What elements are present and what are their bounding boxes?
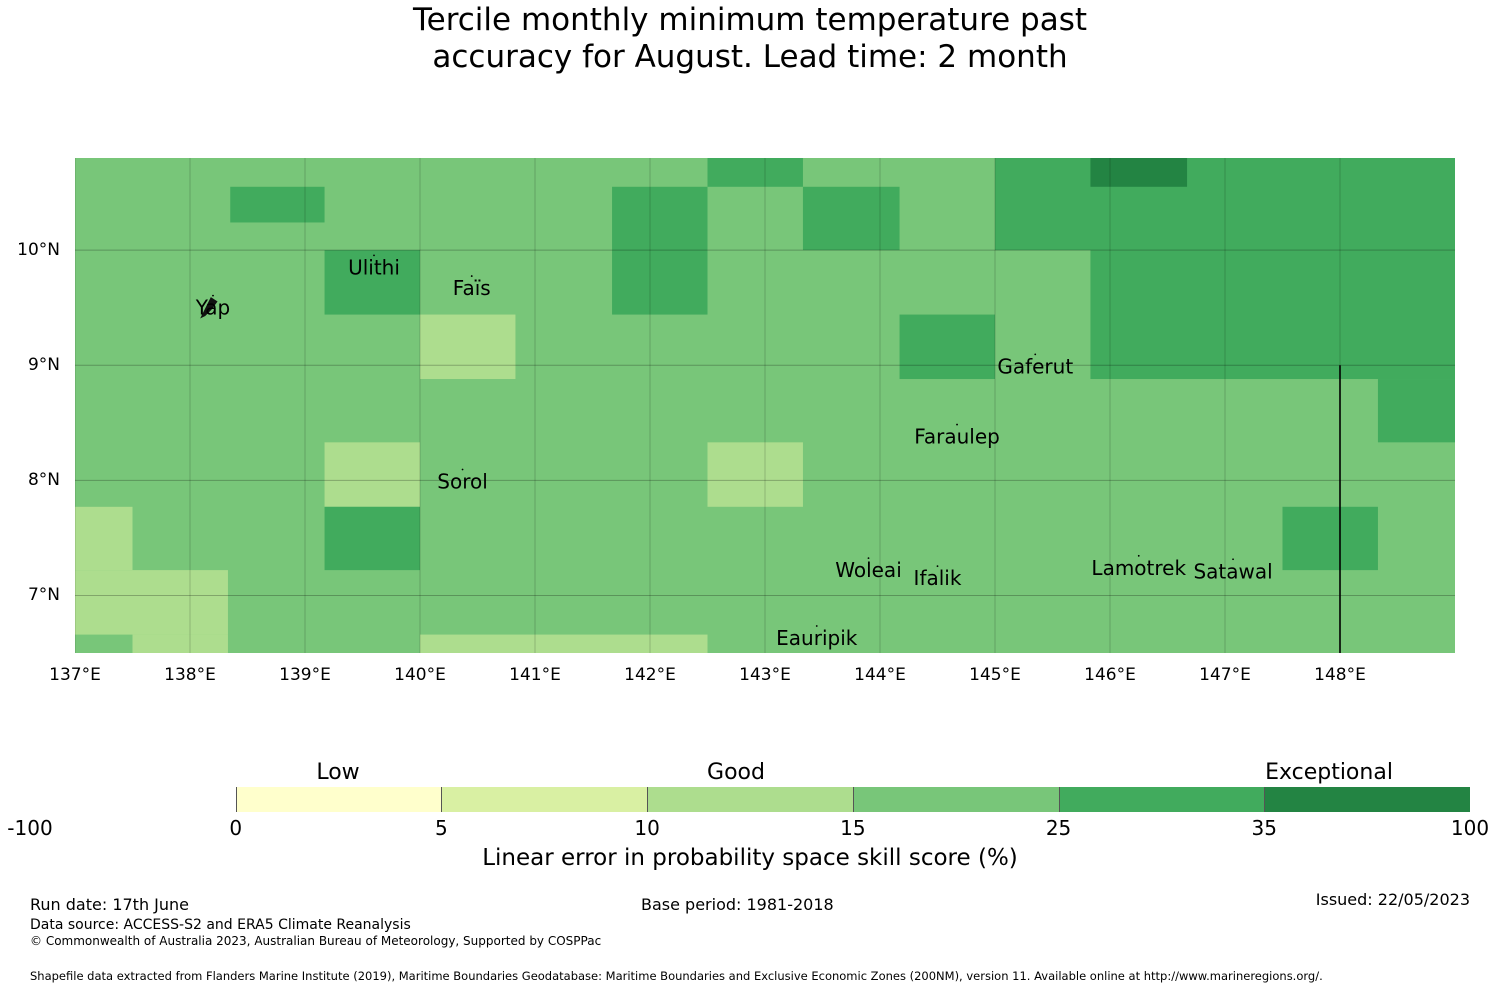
skill-cell xyxy=(612,186,708,315)
skill-cell xyxy=(230,186,325,223)
colorbar-tick-label: 25 xyxy=(1045,816,1072,840)
colorbar-tick-label: 35 xyxy=(1251,816,1278,840)
skill-cell xyxy=(420,314,516,380)
skill-cell xyxy=(75,506,133,571)
run-date: Run date: 17th June xyxy=(30,895,190,914)
island-marker xyxy=(867,557,870,560)
island-marker xyxy=(936,565,939,568)
island-marker xyxy=(815,625,818,627)
colorbar-tick-label: 0 xyxy=(229,816,243,840)
x-tick-label: 147°E xyxy=(1199,665,1251,685)
title-line-1: Tercile monthly minimum temperature past xyxy=(412,2,1088,38)
category-low: Low xyxy=(316,760,360,785)
y-tick-label: 8°N xyxy=(27,470,60,491)
island-label-gaferut: Gaferut xyxy=(997,354,1073,378)
x-tick-label: 144°E xyxy=(854,665,906,685)
colorbar-tick-label: -100 xyxy=(7,816,53,840)
skill-cell xyxy=(1090,250,1455,380)
x-tick-label: 142°E xyxy=(624,665,676,685)
x-tick-label: 138°E xyxy=(164,665,216,685)
island-label-faraulep: Faraulep xyxy=(914,425,1000,449)
island-marker xyxy=(1232,558,1234,561)
category-exceptional: Exceptional xyxy=(1265,760,1393,785)
x-tick-label: 141°E xyxy=(509,665,561,685)
island-label-ulithi: Ulithi xyxy=(348,255,400,279)
island-label-eauripik: Eauripik xyxy=(776,626,858,650)
issued-date: Issued: 22/05/2023 xyxy=(1315,890,1470,909)
colorbar-tick-label: 15 xyxy=(840,816,866,840)
x-tick-label: 137°E xyxy=(49,665,101,685)
base-period: Base period: 1981-2018 xyxy=(641,895,834,914)
colorbar-segment xyxy=(647,787,853,812)
yap-island-shape xyxy=(200,297,218,319)
y-tick-label: 10°N xyxy=(17,240,60,261)
skill-cell xyxy=(420,634,708,653)
skill-cell xyxy=(75,570,228,635)
colorbar-segment xyxy=(30,787,236,812)
island-label-lamotrek: Lamotrek xyxy=(1091,556,1186,580)
island-marker xyxy=(1137,554,1140,557)
island-label-yap: Yap xyxy=(195,296,230,320)
x-tick-label: 145°E xyxy=(969,665,1021,685)
colorbar-tick-label: 5 xyxy=(435,816,448,840)
island-label-fas: Faïs xyxy=(453,276,491,300)
island-marker xyxy=(1034,353,1037,356)
island-marker xyxy=(956,423,958,426)
skill-cell xyxy=(324,442,420,507)
skill-cell xyxy=(1090,158,1188,187)
colorbar-segment xyxy=(235,787,442,812)
island-label-woleai: Woleai xyxy=(835,558,902,582)
skill-cell xyxy=(1377,379,1455,443)
island-marker xyxy=(461,468,464,471)
island-label-satawal: Satawal xyxy=(1193,559,1272,583)
colorbar-tick-label: 100 xyxy=(1450,816,1490,840)
skill-cell xyxy=(132,634,228,653)
skill-cell xyxy=(707,158,803,187)
skill-cell xyxy=(995,158,1455,251)
shapefile-credit: Shapefile data extracted from Flanders M… xyxy=(30,969,1323,983)
colorbar-label: Linear error in probability space skill … xyxy=(482,845,1018,871)
y-tick-label: 9°N xyxy=(27,355,60,376)
title-line-2: accuracy for August. Lead time: 2 month xyxy=(432,39,1068,75)
colorbar-segment xyxy=(1264,787,1470,812)
skill-cell xyxy=(707,442,803,507)
island-label-ifalik: Ifalik xyxy=(914,566,962,590)
island-marker xyxy=(373,254,375,257)
skill-cell xyxy=(1282,506,1378,571)
category-good: Good xyxy=(707,760,765,785)
island-label-sorol: Sorol xyxy=(437,469,488,493)
x-tick-label: 143°E xyxy=(739,665,791,685)
copyright: © Commonwealth of Australia 2023, Austra… xyxy=(30,934,602,948)
island-marker xyxy=(212,294,214,297)
x-tick-label: 148°E xyxy=(1314,665,1366,685)
data-source: Data source: ACCESS-S2 and ERA5 Climate … xyxy=(30,917,411,933)
colorbar-segment xyxy=(1058,787,1265,812)
colorbar-segment xyxy=(441,787,648,812)
skill-cell xyxy=(324,250,420,315)
x-tick-label: 140°E xyxy=(394,665,446,685)
x-tick-label: 146°E xyxy=(1084,665,1136,685)
skill-cell xyxy=(324,506,420,571)
y-tick-label: 7°N xyxy=(27,585,60,606)
colorbar-tick-label: 10 xyxy=(634,816,660,840)
x-tick-label: 139°E xyxy=(279,665,331,685)
colorbar-segment xyxy=(852,787,1059,812)
colorbar xyxy=(30,787,1470,812)
skill-cell xyxy=(802,186,900,251)
skill-cell xyxy=(899,314,995,380)
island-marker xyxy=(470,275,473,277)
skill-score-map: Yap Ulithi Faïs Gaferut Faraulep Sorol Woleai I… xyxy=(75,158,1455,653)
